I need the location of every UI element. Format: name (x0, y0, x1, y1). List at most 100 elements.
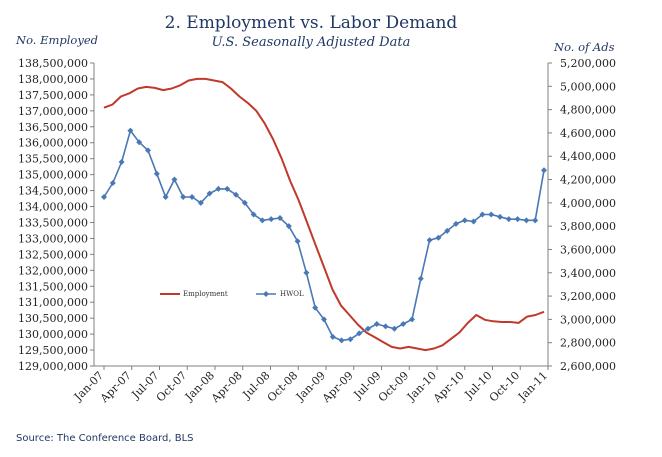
data-point-hwol (435, 234, 442, 241)
data-point-hwol (136, 139, 143, 146)
data-point-hwol (338, 337, 345, 344)
data-point-hwol (171, 176, 178, 183)
right-tick-label: 4,800,000 (560, 104, 616, 117)
x-tick-label: Oct-09 (376, 369, 412, 405)
right-tick-label: 3,400,000 (560, 267, 616, 280)
left-tick-label: 138,000,000 (18, 73, 88, 86)
data-point-hwol (347, 336, 354, 343)
left-tick-label: 137,000,000 (18, 105, 88, 118)
data-point-hwol (206, 190, 213, 197)
data-point-hwol (294, 238, 301, 245)
data-point-hwol (453, 220, 459, 227)
data-point-hwol (303, 269, 310, 276)
left-tick-label: 129,500,000 (18, 344, 88, 357)
left-tick-label: 131,000,000 (18, 296, 88, 309)
data-point-hwol (479, 211, 486, 218)
series-line-employment (103, 77, 545, 352)
left-tick-label: 136,000,000 (18, 137, 88, 150)
data-point-hwol (145, 147, 151, 154)
left-axis-tick-labels: 129,000,000 129,500,000 130,000,000 130,500… (18, 57, 94, 373)
right-tick-label: 4,200,000 (560, 174, 616, 187)
legend-employment-label: Employment (183, 290, 228, 298)
data-point-hwol (488, 211, 495, 218)
data-point-hwol (277, 214, 283, 221)
left-tick-label: 135,000,000 (18, 169, 88, 182)
chart-title: 2. Employment vs. Labor Demand (165, 13, 458, 33)
right-tick-label: 4,600,000 (560, 127, 616, 140)
data-point-hwol (312, 304, 319, 311)
data-point-hwol (400, 321, 407, 328)
left-tick-label: 130,000,000 (18, 328, 88, 341)
chart-subtitle: U.S. Seasonally Adjusted Data (212, 35, 411, 50)
data-point-hwol (180, 194, 187, 201)
data-point-hwol (505, 216, 512, 223)
legend-hwol-label: HWOL (280, 290, 304, 298)
data-point-hwol (233, 191, 239, 198)
right-tick-label: 4,400,000 (560, 150, 616, 163)
data-point-hwol (444, 227, 451, 234)
left-tick-label: 135,500,000 (18, 153, 88, 166)
data-point-hwol (259, 217, 266, 224)
x-axis-tick-labels: Jan-07Apr-07Jul-07Oct-07Jan-08Apr-08Jul-… (71, 366, 550, 406)
left-tick-label: 132,500,000 (18, 248, 88, 261)
left-tick-label: 134,500,000 (18, 185, 88, 198)
data-point-hwol (118, 159, 125, 166)
x-tick-label: Oct-10 (487, 369, 523, 405)
x-tick-label: Apr-10 (430, 369, 467, 406)
left-tick-label: 129,000,000 (18, 360, 88, 373)
left-tick-label: 130,500,000 (18, 312, 88, 325)
left-tick-label: 133,000,000 (18, 232, 88, 245)
data-point-hwol (426, 237, 433, 244)
data-point-hwol (417, 275, 424, 282)
data-point-hwol (382, 323, 389, 330)
data-point-hwol (197, 199, 204, 206)
data-point-hwol (461, 217, 468, 224)
left-axis-title: No. Employed (15, 33, 98, 47)
data-point-hwol (162, 194, 169, 201)
x-tick-label: Oct-07 (154, 369, 190, 405)
x-tick-label: Oct-08 (265, 369, 301, 405)
data-point-hwol (109, 180, 116, 187)
left-tick-label: 136,500,000 (18, 121, 88, 134)
data-point-hwol (101, 194, 107, 201)
data-point-hwol (285, 223, 292, 230)
data-point-hwol (373, 321, 380, 328)
left-tick-label: 137,500,000 (18, 89, 88, 102)
data-point-hwol (523, 217, 530, 224)
data-point-hwol (215, 185, 222, 192)
data-point-hwol (268, 216, 275, 223)
left-tick-label: 138,500,000 (18, 57, 88, 70)
data-point-hwol (224, 185, 231, 192)
right-tick-label: 2,800,000 (560, 337, 616, 350)
x-tick-label: Jan-11 (515, 369, 550, 404)
data-point-hwol (470, 218, 477, 225)
data-point-hwol (356, 330, 363, 337)
data-point-hwol (514, 216, 521, 223)
series-group (101, 77, 547, 352)
data-point-hwol (153, 170, 160, 177)
left-tick-label: 133,500,000 (18, 216, 88, 229)
data-point-hwol (497, 213, 503, 220)
x-tick-label: Apr-08 (208, 369, 245, 406)
right-tick-label: 3,000,000 (560, 313, 616, 326)
right-tick-label: 3,600,000 (560, 243, 616, 256)
right-tick-label: 2,600,000 (560, 360, 616, 373)
data-point-hwol (250, 211, 257, 218)
data-point-hwol (329, 333, 336, 340)
legend: Employment HWOL (160, 290, 304, 298)
data-point-hwol (321, 316, 327, 323)
data-point-hwol (189, 194, 195, 201)
right-tick-label: 4,000,000 (560, 197, 616, 210)
left-tick-label: 132,000,000 (18, 264, 88, 277)
right-axis-title: No. of Ads (553, 40, 615, 54)
data-point-hwol (541, 167, 547, 174)
series-line-hwol (103, 129, 545, 342)
left-tick-label: 131,500,000 (18, 280, 88, 293)
data-point-hwol (391, 325, 398, 332)
right-tick-label: 3,200,000 (560, 290, 616, 303)
axes-group (93, 63, 549, 367)
left-tick-label: 134,000,000 (18, 201, 88, 214)
right-axis-tick-labels: 2,600,000 2,800,000 3,000,000 3,200,000 3,40… (548, 57, 616, 373)
right-tick-label: 3,800,000 (560, 220, 616, 233)
